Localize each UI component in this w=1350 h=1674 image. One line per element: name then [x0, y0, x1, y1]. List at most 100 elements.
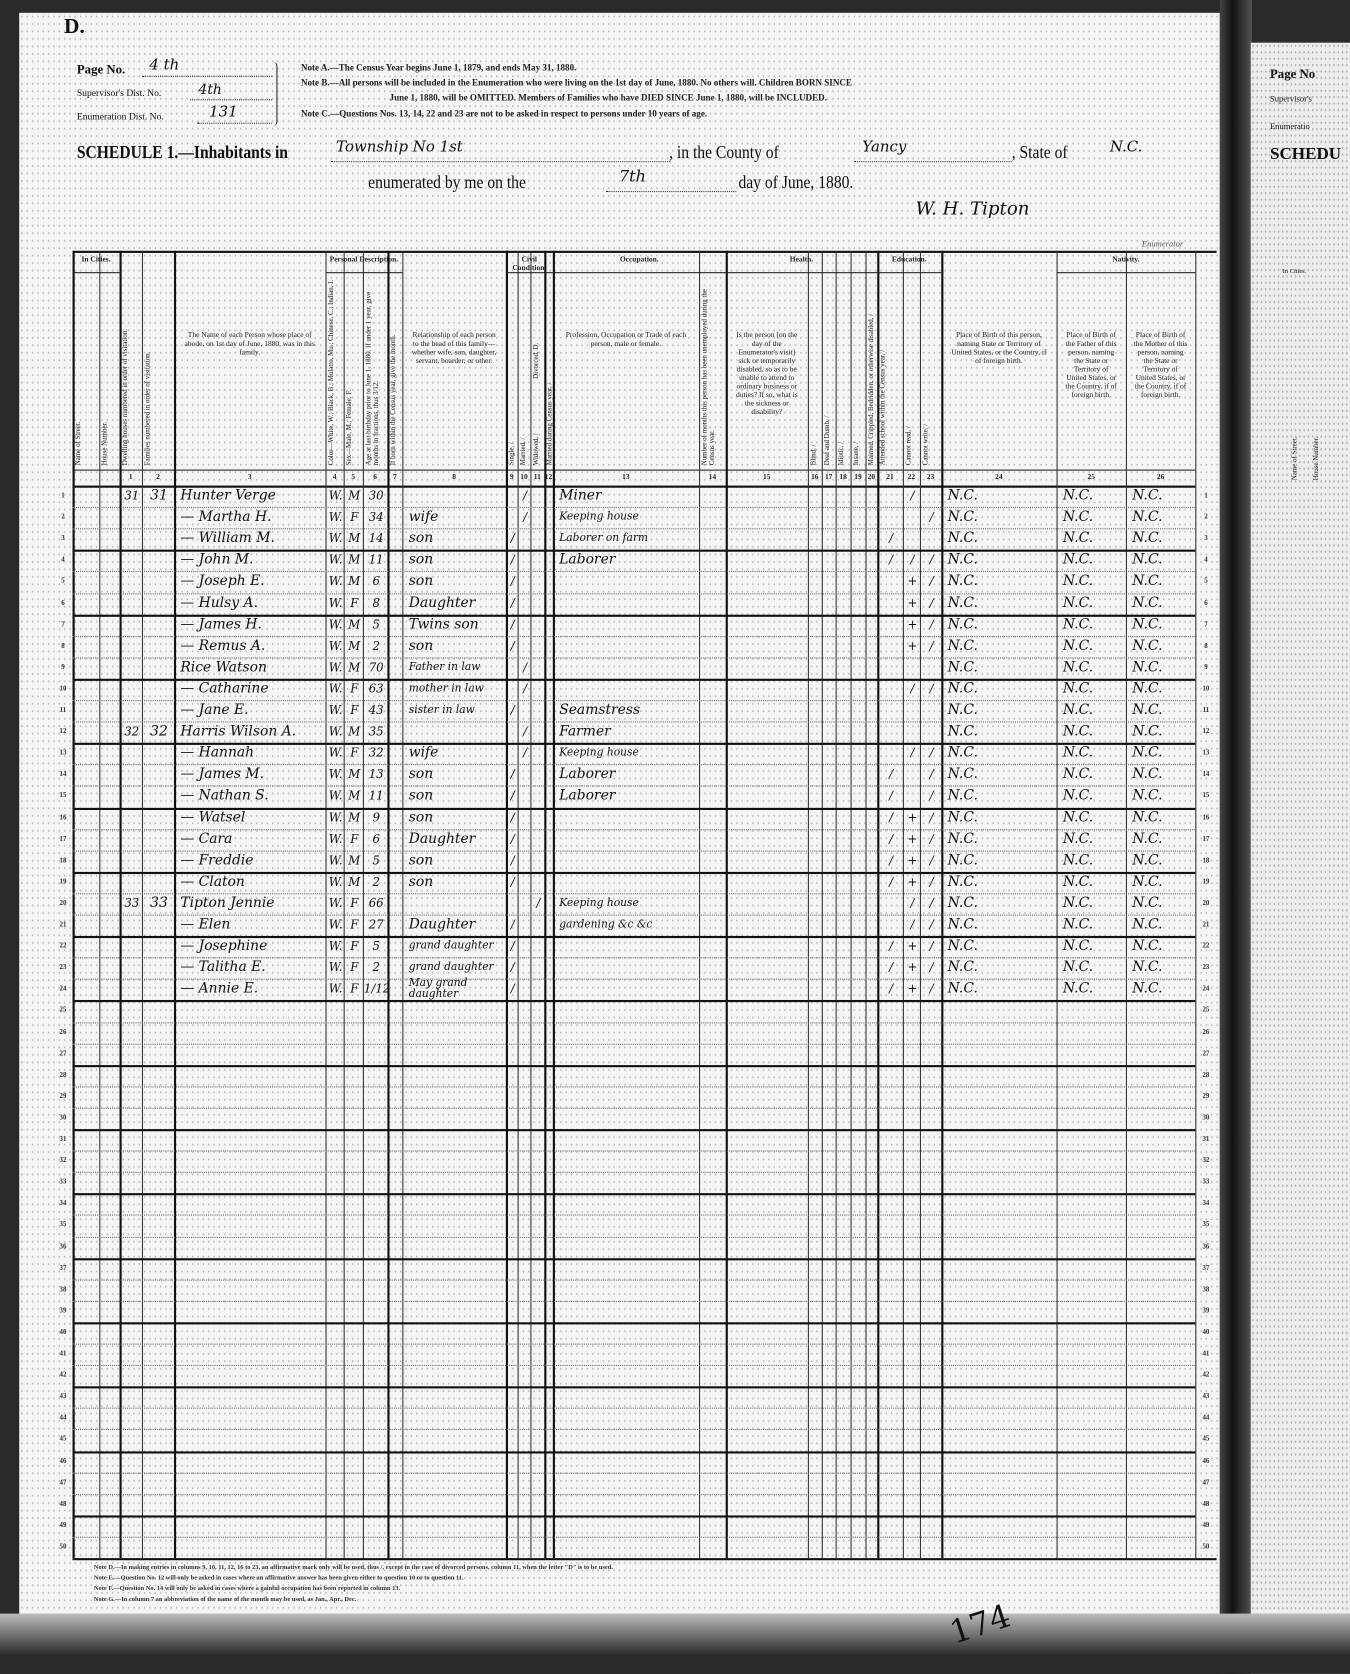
cell-mother-birthplace: N.C. [1132, 659, 1163, 676]
cell-sex: F [350, 746, 359, 761]
cell-mother-birthplace: N.C. [1132, 594, 1163, 611]
row-number-right: 12 [1202, 727, 1210, 736]
column-header-unemployed: Number of months this person has been un… [701, 289, 717, 466]
row-number-left: 10 [59, 685, 67, 693]
note-e: Note E.—Question No. 12 will only be ask… [93, 1575, 464, 1582]
cell-birthplace: N.C. [947, 788, 978, 805]
cell-father-birthplace: N.C. [1062, 981, 1094, 998]
cell-birthplace: N.C. [947, 530, 978, 547]
cell-father-birthplace: N.C. [1062, 594, 1094, 611]
cell-relationship: grand daughter [408, 940, 494, 953]
row-line [72, 1407, 1196, 1410]
cell-mother-birthplace: N.C. [1132, 487, 1163, 504]
cell-father-birthplace: N.C. [1062, 809, 1094, 826]
column-number-8: 8 [452, 472, 456, 482]
row-number-right: 48 [1202, 1500, 1210, 1508]
row-number-left: 11 [59, 706, 67, 714]
cell-mother-birthplace: N.C. [1132, 637, 1163, 654]
cell-relationship: May grand daughter [408, 977, 468, 1001]
cell-cannot-read: / [910, 896, 915, 911]
row-line [72, 1343, 1196, 1345]
row-line [72, 1322, 1196, 1325]
cell-age: 35 [368, 724, 384, 739]
cell-occupation: Keeping house [559, 897, 639, 910]
row-line [72, 742, 1196, 746]
row-line [72, 957, 1196, 959]
row-line [72, 657, 1196, 659]
cell-cannot-write: / [929, 767, 934, 782]
column-number-17: 17 [824, 472, 833, 482]
row-number-right: 41 [1202, 1350, 1210, 1358]
row-number-right: 36 [1202, 1242, 1210, 1251]
adjacent-enumeration: Enumeratio [1269, 121, 1310, 132]
row-line [72, 871, 1196, 874]
group-header-occupation: Occupation. [619, 255, 659, 264]
row-number-left: 37 [59, 1264, 67, 1272]
adjacent-in-cities: In Cities. [1282, 268, 1307, 276]
cell-color: W. [328, 703, 343, 718]
column-header-family: Families numbered in order of visitation… [144, 351, 152, 466]
row-line [72, 1515, 1196, 1518]
cell-relationship: son [408, 573, 434, 590]
cell-father-birthplace: N.C. [1062, 873, 1094, 890]
cell-cannot-read: + [907, 874, 918, 889]
header-divider [72, 469, 1196, 471]
column-header-school: Attended school within the Census year, … [879, 349, 887, 466]
column-number-21: 21 [886, 472, 894, 482]
row-number-right: 7 [1204, 620, 1208, 629]
cell-cannot-read: / [910, 917, 915, 932]
column-number-3: 3 [247, 472, 252, 482]
cell-father-birthplace: N.C. [1062, 745, 1094, 762]
cell-color: W. [328, 724, 343, 739]
row-number-left: 47 [59, 1478, 67, 1487]
row-line [72, 1365, 1196, 1367]
column-divider-right [1195, 250, 1197, 1559]
row-number-right: 5 [1204, 577, 1208, 586]
column-divider-married [517, 250, 519, 1559]
cell-birthplace: N.C. [947, 852, 978, 869]
group-header-health: Health. [789, 255, 814, 264]
cell-sex: M [348, 488, 361, 503]
row-number-left: 49 [59, 1521, 67, 1530]
row-line [72, 528, 1196, 530]
row-number-left: 26 [59, 1028, 67, 1036]
cell-age: 5 [372, 939, 380, 954]
row-number-right: 29 [1202, 1092, 1210, 1101]
column-number-13: 13 [622, 472, 630, 482]
row-line [72, 1150, 1196, 1152]
row-number-right: 4 [1204, 556, 1208, 564]
cell-cannot-write: / [929, 510, 934, 525]
column-divider-cannot_read [902, 250, 904, 1559]
row-line [72, 1171, 1196, 1174]
column-header-mother_birthplace: Place of Birth of the Mother of this per… [1133, 330, 1188, 400]
cell-school: / [889, 960, 894, 975]
group-underline [72, 272, 120, 274]
cell-mother-birthplace: N.C. [1132, 723, 1163, 740]
row-number-left: 14 [59, 770, 67, 779]
column-divider-insane [850, 250, 852, 1559]
cell-school: / [889, 810, 894, 825]
cell-age: 70 [368, 660, 384, 675]
column-number-15: 15 [763, 472, 771, 482]
cell-cannot-read: + [907, 596, 918, 610]
cell-name: — Catharine [180, 680, 269, 697]
cell-color: W. [328, 853, 343, 868]
column-header-color: Color—White, W.; Black, B.; Mulatto, Mu.… [327, 279, 336, 466]
cell-father-birthplace: N.C. [1062, 680, 1094, 697]
cell-school: / [889, 531, 894, 546]
adjacent-page: Page No Supervisor's Enumeratio SCHEDU I… [1250, 42, 1350, 1674]
row-line [72, 678, 1196, 681]
row-number-right: 33 [1202, 1178, 1210, 1186]
county-value: Yancy [862, 138, 907, 156]
row-number-right: 37 [1202, 1264, 1210, 1272]
group-header-nativity: Nativity. [1112, 255, 1140, 264]
column-divider-house [99, 250, 101, 1559]
enumeration-label: Enumeration Dist. No. [76, 110, 164, 122]
note-g: Note G.—In column 7 an abbreviation of t… [93, 1596, 357, 1603]
enumeration-value: 131 [209, 103, 238, 121]
book-gutter [1219, 0, 1252, 1674]
row-number-left: 16 [59, 813, 67, 822]
column-number-20: 20 [867, 472, 876, 482]
cell-school: / [889, 553, 894, 567]
cell-school: / [889, 982, 894, 997]
